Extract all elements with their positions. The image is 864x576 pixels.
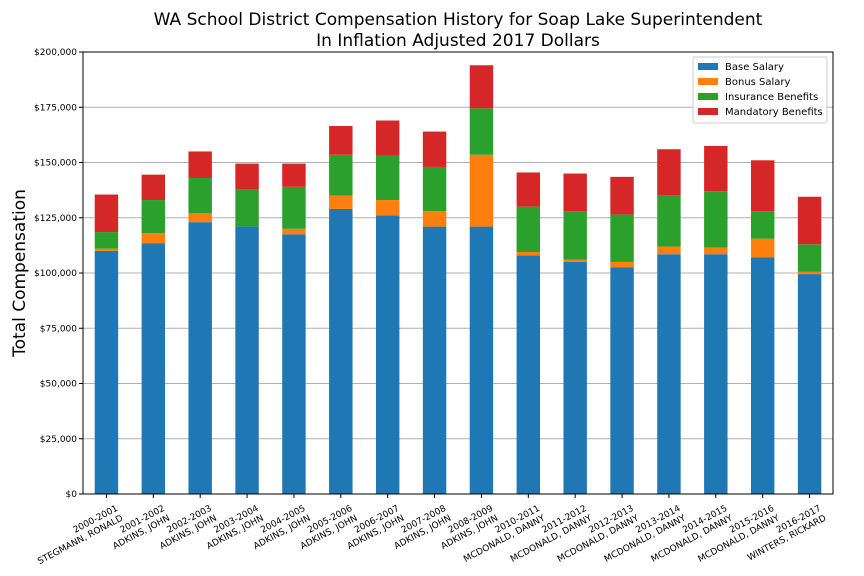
y-tick-label: $0 — [66, 490, 78, 500]
bar-insurance-benefits — [704, 191, 728, 248]
y-tick-label: $75,000 — [40, 324, 77, 334]
bar-insurance-benefits — [563, 211, 587, 260]
bar-base-salary — [563, 261, 587, 494]
bar-base-salary — [375, 215, 400, 495]
bar-mandatory-benefits — [329, 126, 353, 155]
bar-mandatory-benefits — [141, 174, 166, 201]
legend-label: Mandatory Benefits — [725, 107, 823, 118]
bar-mandatory-benefits — [188, 151, 212, 178]
y-tick-label: $175,000 — [34, 103, 77, 113]
bar-base-salary — [657, 254, 681, 494]
bar-insurance-benefits — [188, 177, 212, 214]
bar-bonus-salary — [797, 271, 822, 275]
bar-base-salary — [329, 208, 353, 494]
bar-mandatory-benefits — [469, 65, 494, 109]
legend-label: Insurance Benefits — [725, 92, 818, 103]
bar-mandatory-benefits — [797, 196, 822, 245]
bar-insurance-benefits — [516, 206, 541, 253]
bar-base-salary — [188, 222, 212, 495]
bar-bonus-salary — [422, 211, 447, 227]
bar-bonus-salary — [750, 238, 775, 258]
bar-base-salary — [235, 226, 259, 494]
bar-base-salary — [94, 250, 119, 494]
bar-bonus-salary — [94, 248, 119, 251]
bar-base-salary — [141, 243, 166, 494]
bar-mandatory-benefits — [516, 172, 541, 207]
y-tick-label: $100,000 — [34, 269, 77, 279]
bar-mandatory-benefits — [563, 173, 587, 212]
bar-mandatory-benefits — [610, 176, 634, 215]
bar-bonus-salary — [141, 233, 166, 244]
y-tick-label: $125,000 — [34, 214, 77, 224]
bar-base-salary — [282, 234, 306, 494]
legend-label: Bonus Salary — [725, 77, 791, 88]
bar-base-salary — [422, 226, 447, 494]
legend-swatch — [698, 78, 718, 85]
bar-base-salary — [750, 257, 775, 494]
bar-bonus-salary — [516, 252, 541, 256]
y-tick-label: $150,000 — [34, 159, 77, 169]
bar-bonus-salary — [282, 228, 306, 235]
legend-swatch — [698, 108, 718, 115]
y-axis-label: Total Compensation — [10, 189, 30, 358]
y-tick-label: $25,000 — [40, 435, 77, 445]
bar-base-salary — [610, 267, 634, 494]
legend-swatch — [698, 63, 718, 70]
bar-base-salary — [469, 226, 494, 494]
bar-insurance-benefits — [375, 155, 400, 201]
x-axis: 2000-2001STEGMANN, RONALD2001-2002ADKINS… — [31, 494, 828, 567]
bar-insurance-benefits — [750, 211, 775, 239]
bar-mandatory-benefits — [282, 163, 306, 187]
bar-bonus-salary — [704, 247, 728, 255]
bar-bonus-salary — [188, 213, 212, 223]
bar-base-salary — [704, 254, 728, 494]
bar-bonus-salary — [329, 195, 353, 209]
bar-bonus-salary — [375, 200, 400, 216]
y-tick-label: $50,000 — [40, 380, 77, 390]
bar-bonus-salary — [469, 154, 494, 227]
legend-swatch — [698, 93, 718, 100]
bar-insurance-benefits — [469, 108, 494, 155]
bar-insurance-benefits — [329, 154, 353, 196]
bar-insurance-benefits — [797, 244, 822, 272]
bar-insurance-benefits — [657, 195, 681, 247]
bar-bonus-salary — [657, 246, 681, 255]
chart-title: WA School District Compensation History … — [154, 10, 763, 30]
bar-mandatory-benefits — [375, 120, 400, 156]
bar-mandatory-benefits — [422, 131, 447, 167]
bar-insurance-benefits — [141, 200, 166, 234]
bar-mandatory-benefits — [750, 160, 775, 212]
chart-subtitle: In Inflation Adjusted 2017 Dollars — [316, 31, 600, 51]
bar-bonus-salary — [563, 259, 587, 262]
bar-insurance-benefits — [235, 189, 259, 227]
legend-label: Base Salary — [725, 62, 784, 73]
bar-insurance-benefits — [94, 232, 119, 249]
bar-mandatory-benefits — [704, 145, 728, 192]
bar-bonus-salary — [610, 261, 634, 268]
bar-base-salary — [516, 255, 541, 494]
legend-box — [692, 56, 828, 124]
bar-insurance-benefits — [610, 214, 634, 262]
bar-base-salary — [797, 274, 822, 494]
legend: Base Salary Bonus Salary Insurance Benefit… — [692, 56, 828, 124]
bars — [94, 65, 822, 495]
bar-mandatory-benefits — [94, 194, 119, 233]
bar-mandatory-benefits — [657, 149, 681, 196]
y-axis: $0 $25,000 $50,000 $75,000 $100,000 $125,000 $… — [34, 48, 83, 500]
y-tick-label: $200,000 — [34, 48, 77, 58]
bar-insurance-benefits — [422, 166, 447, 212]
bar-mandatory-benefits — [235, 163, 259, 190]
x-tick-label: 2000-2001STEGMANN, RONALD — [31, 504, 125, 567]
bar-insurance-benefits — [282, 186, 306, 229]
